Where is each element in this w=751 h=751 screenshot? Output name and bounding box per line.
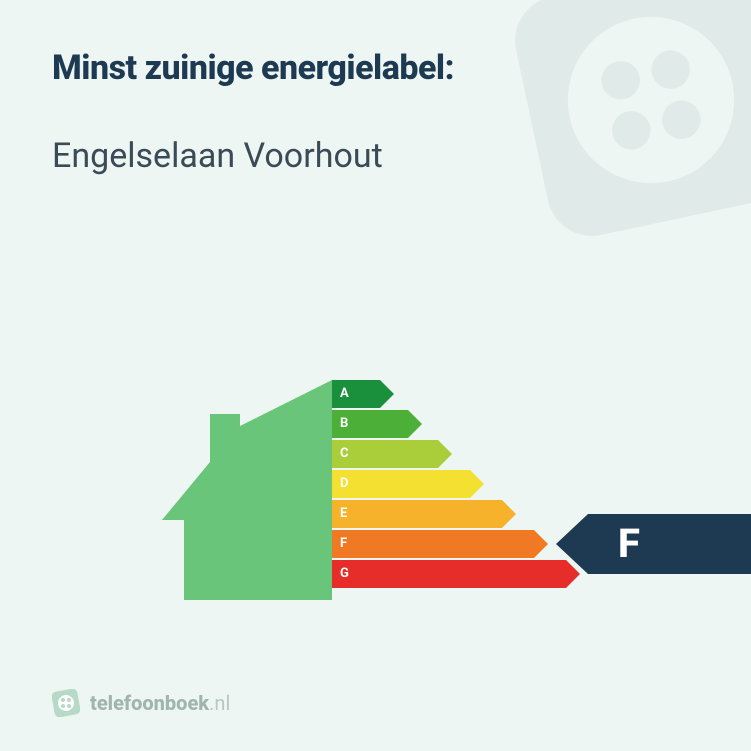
rating-pointer-letter: F [618,514,640,574]
energy-bar-label: B [340,410,348,438]
energy-bar-d [332,470,484,498]
energy-bar-g [332,560,580,588]
energy-bar-label: D [340,470,348,498]
footer-text: telefoonboek.nl [90,691,230,715]
energy-chart: ABCDEFG F [0,340,751,620]
energy-bar-label: F [340,530,347,558]
energy-label-card: Minst zuinige energielabel: Engelselaan … [0,0,751,751]
energy-bar-c [332,440,452,468]
footer-logo-icon [52,689,80,717]
rating-pointer: F [556,514,751,574]
energy-bar-label: E [340,500,347,528]
footer-brand-light: .nl [209,691,230,715]
energy-bar-label: A [340,380,349,408]
footer-brand-bold: telefoonboek [90,691,209,715]
footer: telefoonboek.nl [52,689,230,717]
energy-bar-f [332,530,548,558]
energy-bar-label: C [340,440,349,468]
energy-bar-label: G [340,560,349,588]
watermark-icon [491,0,751,260]
house-icon [162,380,332,600]
energy-bar-e [332,500,516,528]
